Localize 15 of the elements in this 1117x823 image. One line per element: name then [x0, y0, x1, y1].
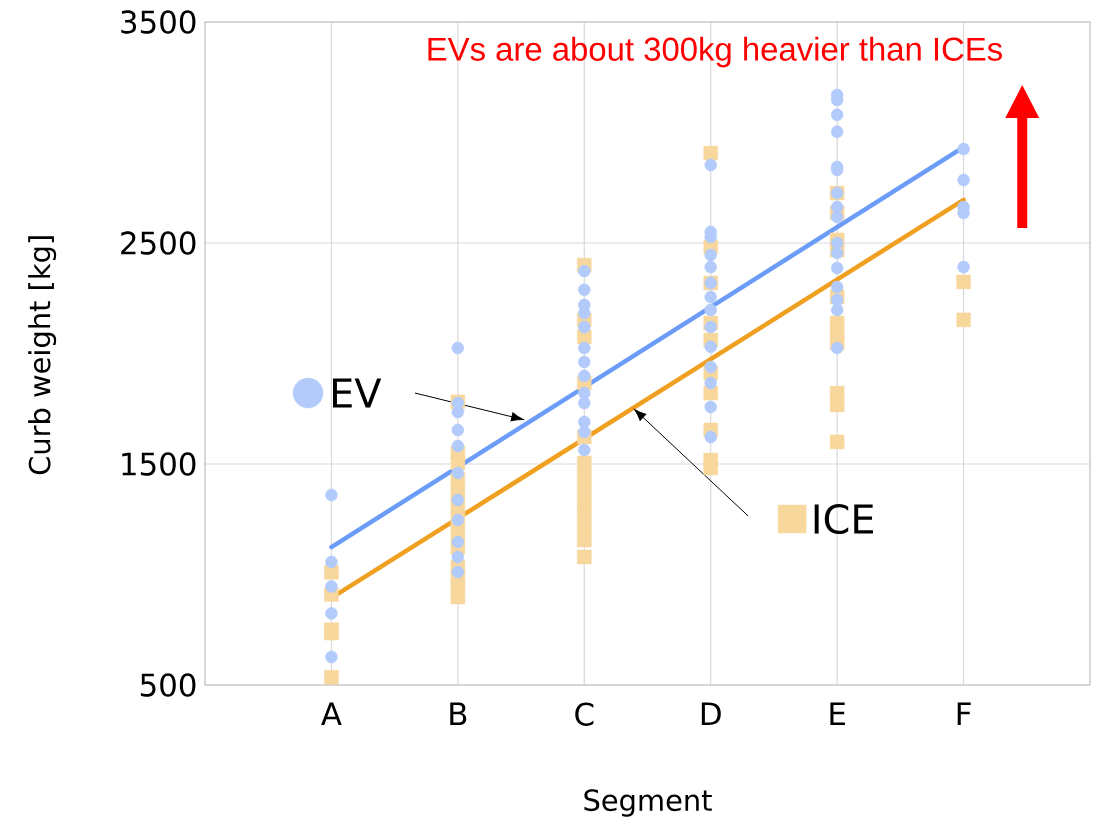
x-tick-label: A: [321, 702, 342, 726]
y-tick-label: 1500: [122, 452, 196, 476]
legend-label: ICE: [814, 503, 873, 535]
x-tick-label: B: [450, 702, 467, 726]
legend-label: EV: [333, 378, 382, 408]
x-tick-label: D: [701, 702, 721, 726]
annotation: EVs are about 300kg heavier than ICEs: [428, 36, 1002, 68]
y-tick-label: 500: [140, 673, 196, 697]
y-axis-title: Curb weight [kg]: [28, 236, 57, 475]
x-tick-label: C: [575, 702, 594, 726]
x-tick-label: E: [830, 702, 845, 726]
x-tick-label: F: [957, 702, 971, 726]
x-axis-title: Segment: [584, 789, 712, 817]
y-tick-label: 2500: [121, 231, 196, 255]
y-tick-label: 3500: [121, 10, 196, 34]
